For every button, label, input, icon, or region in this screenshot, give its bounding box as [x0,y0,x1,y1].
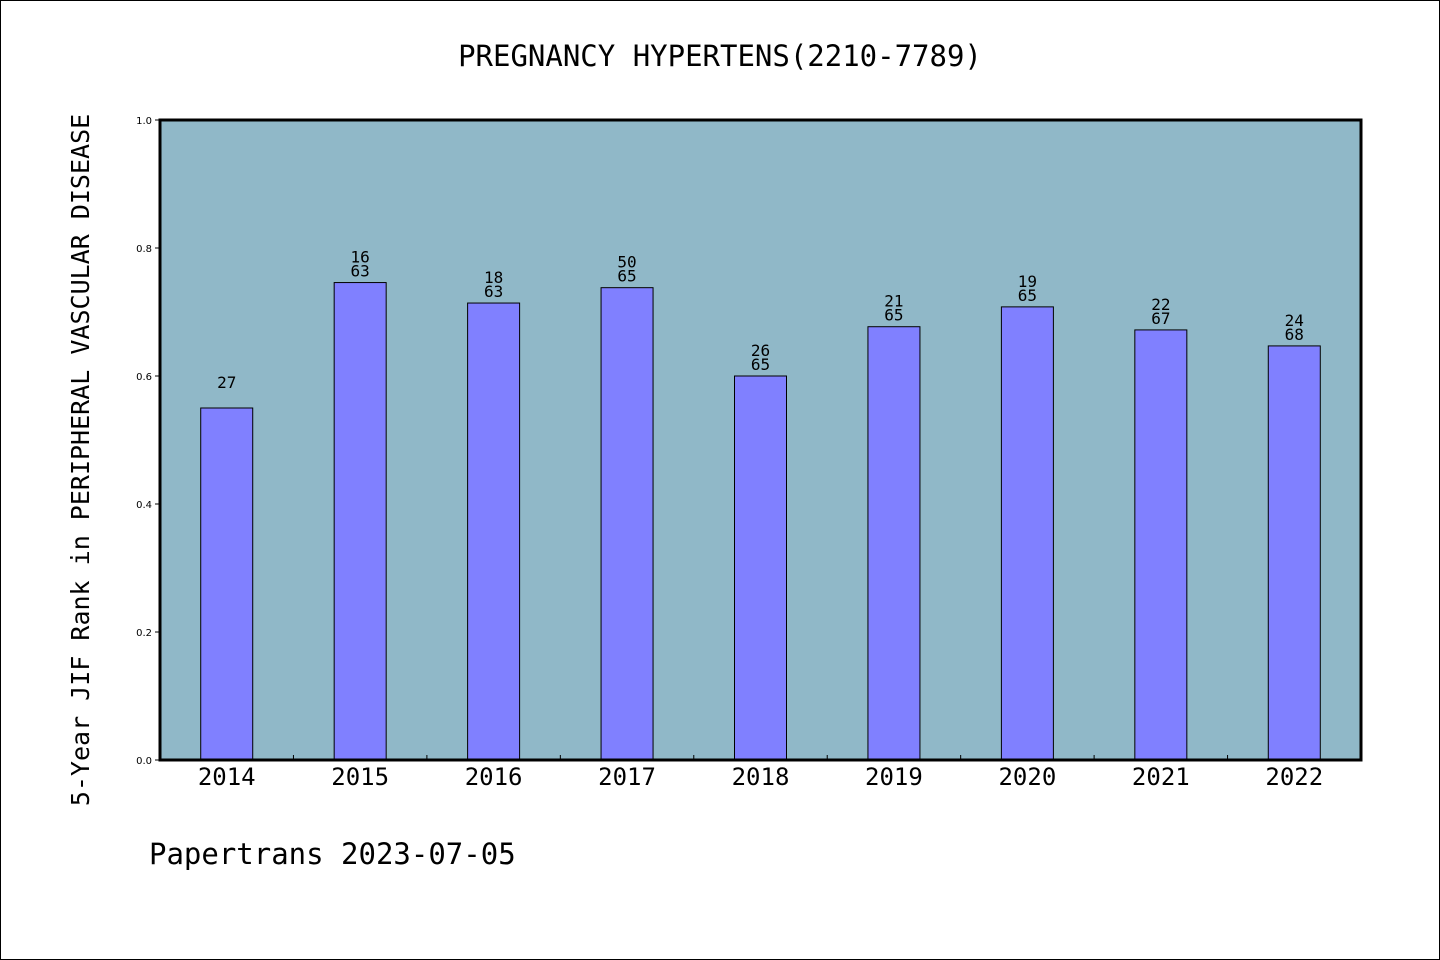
bar-2021 [1134,329,1188,761]
bar-label-2018-2: 65 [751,355,770,374]
x-tick-label-2016: 2016 [465,763,523,791]
bar-label-2017-2: 65 [617,267,636,286]
x-tick-label-2021: 2021 [1132,763,1190,791]
bar-label-2020-2: 65 [1018,286,1037,305]
plot-border [158,118,1363,762]
bar-label-2016-1: 18 [484,268,503,287]
bar-label-2014-1: 27 [217,373,236,392]
bar-label-2017-1: 50 [617,253,636,272]
bar-2014 [200,407,254,761]
bar-label-2019-1: 21 [884,292,903,311]
y-tick-label-0.4: 0.4 [136,500,152,511]
bar-2018 [734,375,787,761]
bar-label-2015-2: 63 [351,262,370,281]
x-tick-label-2020: 2020 [998,763,1056,791]
x-tick-label-2017: 2017 [598,763,656,791]
x-tick-label-2014: 2014 [198,763,256,791]
x-tick-label-2022: 2022 [1265,763,1323,791]
x-ticks-group: 2014 2015 2016 2017 2018 2019 2020 2021 2022 [198,755,1323,791]
footer-text: Papertrans 2023-07-05 [149,837,516,871]
x-tick-label-2018: 2018 [732,763,790,791]
bar-2022 [1267,345,1321,761]
chart-title: PREGNANCY HYPERTENS(2210-7789) [458,39,982,73]
bar-label-2020-1: 19 [1018,272,1037,291]
y-ticks-group: 0.0 0.2 0.4 0.6 0.8 1.0 [136,116,160,767]
bar-label-2019-2: 65 [884,306,903,325]
x-tick-label-2015: 2015 [331,763,389,791]
bar-label-2021-2: 67 [1151,309,1170,328]
bars-group [200,282,1321,761]
bar-2020 [1000,306,1054,761]
y-tick-label-0.8: 0.8 [136,244,152,255]
bar-2015 [333,282,387,761]
bar-label-2015-1: 16 [351,248,370,267]
y-tick-label-0.2: 0.2 [136,628,152,639]
bar-label-2022-2: 68 [1285,325,1304,344]
x-tick-label-2019: 2019 [865,763,923,791]
bar-2019 [867,326,921,761]
bar-2017 [600,287,654,761]
y-tick-label-0.0: 0.0 [136,756,152,767]
bar-label-2021-1: 22 [1151,295,1170,314]
bar-label-2022-1: 24 [1285,311,1304,330]
y-tick-label-0.6: 0.6 [136,372,152,383]
bar-label-2016-2: 63 [484,282,503,301]
bar-label-2018-1: 26 [751,341,770,360]
y-tick-label-1.0: 1.0 [136,116,152,127]
y-axis-label: 5-Year JIF Rank in PERIPHERAL VASCULAR D… [66,114,95,806]
bar-2016 [467,302,521,761]
